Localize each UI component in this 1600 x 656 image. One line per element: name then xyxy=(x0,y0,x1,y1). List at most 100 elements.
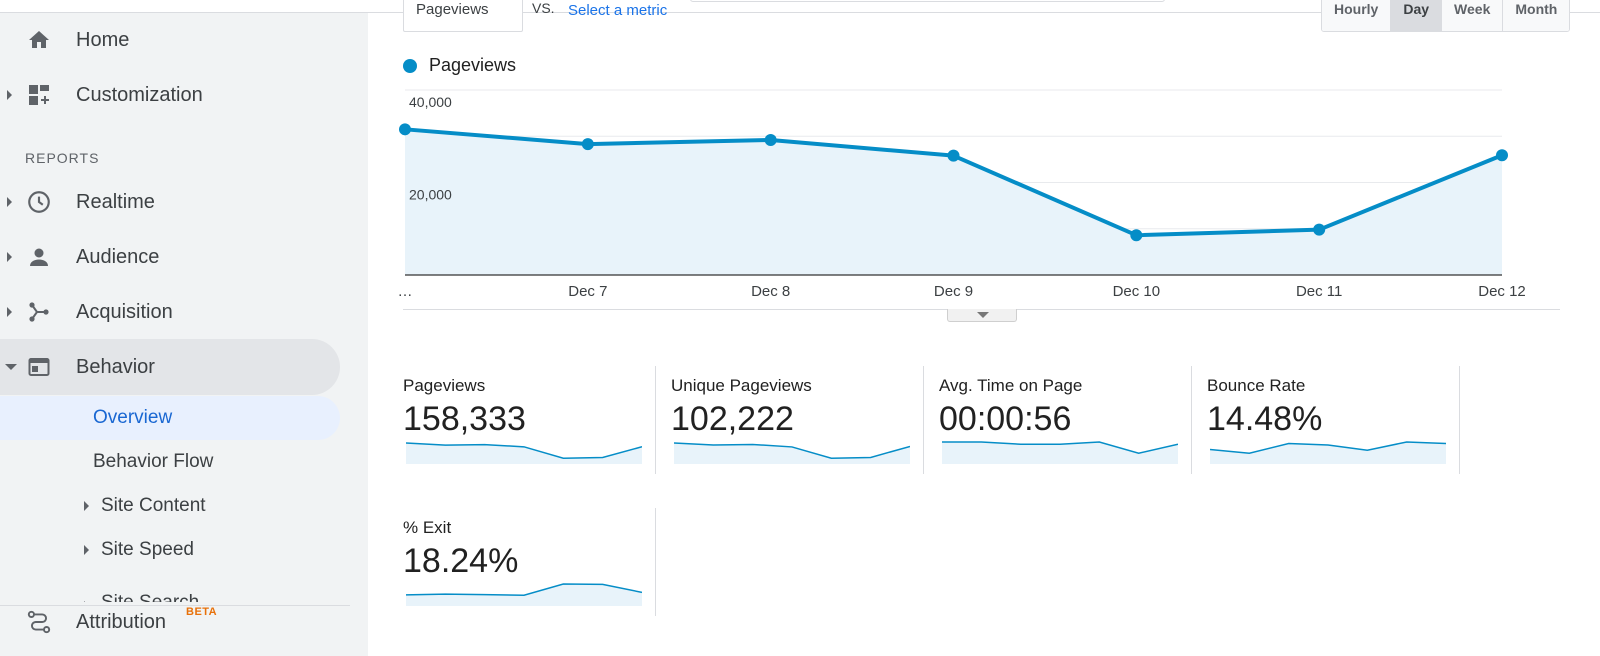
scorecard-label: Avg. Time on Page xyxy=(939,376,1083,395)
pageviews-chart: 40,000 20,000 … Dec 7 Dec 8 Dec 9 Dec 10 Dec 11… xyxy=(398,89,1526,300)
home-icon xyxy=(26,27,52,53)
sidebar-item-home[interactable]: Home xyxy=(0,12,340,68)
legend-series-label: Pageviews xyxy=(429,55,517,75)
sparkline-line xyxy=(406,442,642,460)
sidebar-item-label: Attribution xyxy=(76,610,167,633)
caret-right-icon xyxy=(84,601,89,602)
x-tick-label: Dec 11 xyxy=(1296,283,1342,300)
granularity-day-button[interactable]: Day xyxy=(1391,0,1443,31)
sidebar-item-label: Site Content xyxy=(101,495,206,516)
left-sidebar: Home Customization REPORTS Realtime Audi… xyxy=(0,12,368,656)
sidebar-divider xyxy=(0,605,350,606)
scorecard-value: 18.24% xyxy=(403,542,519,580)
sidebar-item-acquisition[interactable]: Acquisition xyxy=(0,284,340,340)
sparkline-area xyxy=(1210,442,1446,464)
y-tick-label: 40,000 xyxy=(409,94,452,110)
scorecard-divider xyxy=(923,366,924,474)
sidebar-item-label: Behavior xyxy=(76,355,155,378)
caret-right-icon xyxy=(7,90,12,100)
scorecard-sparkline xyxy=(1210,441,1446,464)
sparkline-area xyxy=(942,442,1178,464)
x-tick-label: Dec 12 xyxy=(1478,283,1526,300)
chevron-down-icon xyxy=(977,312,989,318)
sidebar-item-label: Home xyxy=(76,28,130,51)
scorecard[interactable]: Pageviews 158,333 xyxy=(403,366,671,484)
sidebar-item-behavior-flow[interactable]: Behavior Flow xyxy=(0,440,340,484)
scorecard-value: 00:00:56 xyxy=(939,400,1072,438)
granularity-week-button[interactable]: Week xyxy=(1442,0,1504,31)
granularity-hourly-button[interactable]: Hourly xyxy=(1322,0,1392,31)
sidebar-item-site-search[interactable]: Site Search xyxy=(0,586,340,602)
sidebar-item-label: Behavior Flow xyxy=(93,451,214,472)
caret-right-icon xyxy=(84,545,89,555)
sparkline-line xyxy=(674,442,910,460)
scorecard-sparkline xyxy=(942,441,1178,464)
sidebar-item-audience[interactable]: Audience xyxy=(0,229,340,285)
sparkline-line xyxy=(1210,441,1446,455)
scorecard[interactable]: Unique Pageviews 102,222 xyxy=(671,366,939,484)
sidebar-item-attribution[interactable]: Attribution xyxy=(0,594,340,650)
x-tick-label: Dec 9 xyxy=(934,283,973,300)
scorecard-divider xyxy=(1459,366,1460,474)
route-icon xyxy=(26,609,52,635)
sparkline-line xyxy=(406,583,642,597)
sidebar-item-overview[interactable]: Overview xyxy=(0,396,340,440)
data-point xyxy=(1313,223,1326,236)
metric-dropdown[interactable]: Pageviews xyxy=(403,0,523,32)
x-tick-label: Dec 10 xyxy=(1113,283,1161,300)
caret-down-icon xyxy=(5,364,17,370)
scorecard-label: Pageviews xyxy=(403,376,486,395)
reports-section-heading: REPORTS xyxy=(25,150,100,166)
scorecard-sparkline xyxy=(406,583,642,606)
series-area xyxy=(405,129,1502,275)
sidebar-item-site-speed[interactable]: Site Speed xyxy=(0,528,340,572)
sidebar-item-realtime[interactable]: Realtime xyxy=(0,174,340,230)
sparkline-line xyxy=(942,441,1178,455)
scorecard-label: Bounce Rate xyxy=(1207,376,1306,395)
top-divider xyxy=(0,12,1600,13)
y-tick-label: 20,000 xyxy=(409,187,452,203)
scorecard-divider xyxy=(655,508,656,616)
scorecard-label: % Exit xyxy=(403,518,452,537)
sparkline-area xyxy=(406,584,642,606)
sidebar-item-label: Customization xyxy=(76,83,203,106)
scorecard-sparkline xyxy=(406,442,642,464)
legend-dot-icon xyxy=(403,58,417,73)
data-point xyxy=(399,123,411,136)
person-icon xyxy=(26,244,52,270)
sparkline-area xyxy=(674,443,910,464)
sidebar-item-label: Site Search xyxy=(101,592,199,602)
data-point xyxy=(1496,149,1508,162)
metric-dropdown-value: Pageviews xyxy=(416,1,489,18)
scorecard[interactable]: Bounce Rate 14.48% xyxy=(1207,366,1475,484)
data-point xyxy=(947,149,960,162)
sidebar-item-label: Site Speed xyxy=(101,539,194,560)
x-tick-label: Dec 7 xyxy=(568,283,607,300)
x-tick-label: Dec 8 xyxy=(751,283,790,300)
scorecard-sparkline xyxy=(674,442,910,464)
vs-label: VS. xyxy=(532,0,555,16)
sidebar-item-site-content[interactable]: Site Content xyxy=(0,484,340,528)
sidebar-item-behavior[interactable]: Behavior xyxy=(0,339,340,395)
scorecard-label: Unique Pageviews xyxy=(671,376,812,395)
sidebar-item-customization[interactable]: Customization xyxy=(0,67,340,123)
scorecard[interactable]: % Exit 18.24% xyxy=(403,508,671,626)
data-point xyxy=(581,138,594,151)
caret-right-icon xyxy=(7,197,12,207)
scorecard[interactable]: Avg. Time on Page 00:00:56 xyxy=(939,366,1207,484)
clock-icon xyxy=(26,189,52,215)
scorecard-value: 158,333 xyxy=(403,400,526,438)
caret-right-icon xyxy=(7,307,12,317)
chart-expand-toggle[interactable] xyxy=(947,309,1017,322)
caret-right-icon xyxy=(7,252,12,262)
beta-badge: BETA xyxy=(186,606,218,618)
scorecard-divider xyxy=(1191,366,1192,474)
sidebar-item-label: Overview xyxy=(93,407,173,428)
data-point xyxy=(1130,229,1143,242)
sidebar-item-label: Audience xyxy=(76,245,160,268)
select-metric-link[interactable]: Select a metric xyxy=(568,2,668,19)
dashboard-add-icon xyxy=(26,82,52,108)
granularity-month-button[interactable]: Month xyxy=(1503,0,1570,31)
granularity-toggle: Hourly Day Week Month xyxy=(1321,0,1571,32)
search-bar[interactable] xyxy=(690,0,1165,2)
